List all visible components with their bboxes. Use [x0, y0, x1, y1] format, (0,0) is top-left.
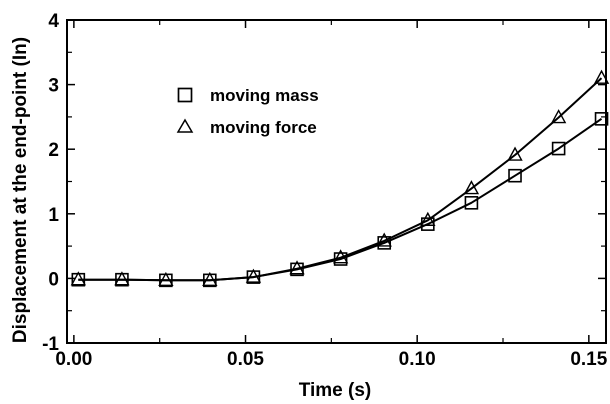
legend-marker-moving-mass: [177, 87, 193, 103]
y-axis: -1 0 1 2 3 4: [42, 11, 606, 355]
data-point-moving-mass: [551, 141, 566, 156]
legend-marker-moving-force: [176, 118, 194, 133]
y-tick-label: 4: [48, 11, 59, 32]
x-axis: 0.00 0.05 0.10 0.15: [55, 20, 608, 370]
x-tick-label: 0.05: [227, 349, 264, 370]
data-point-moving-mass: [508, 168, 522, 183]
data-point-moving-force: [507, 146, 523, 161]
data-point-moving-mass: [594, 112, 609, 126]
y-axis-title: Displacement at the end-point (In): [10, 37, 31, 343]
plot-border: [66, 19, 607, 344]
legend-label-moving-mass: moving mass: [210, 86, 319, 105]
data-point-moving-force: [245, 268, 262, 283]
y-tick-label: 1: [48, 205, 59, 226]
data-point-moving-force: [376, 232, 392, 247]
series-moving-force: [70, 69, 610, 287]
data-point-moving-force: [114, 271, 130, 286]
data-point-moving-force: [420, 211, 436, 226]
y-tick-label: 3: [48, 76, 59, 97]
series-moving-mass: [71, 112, 609, 288]
plot-frame: [66, 19, 607, 344]
data-point-moving-force: [332, 249, 349, 264]
data-point-moving-mass: [464, 196, 479, 210]
series-line-moving-force: [78, 77, 603, 282]
y-tick-label: -1: [42, 334, 59, 355]
series-layer: [70, 69, 610, 288]
y-tick-label: 0: [48, 269, 59, 290]
y-tick-label: 2: [48, 140, 59, 161]
legend: moving mass moving force: [176, 86, 319, 137]
data-point-moving-force: [158, 271, 174, 287]
x-tick-label: 0.15: [570, 349, 607, 370]
x-tick-label: 0.00: [55, 349, 92, 370]
data-point-moving-force: [289, 260, 305, 275]
legend-label-moving-force: moving force: [210, 118, 317, 137]
x-axis-title: Time (s): [299, 380, 372, 401]
data-point-moving-force: [463, 180, 480, 195]
series-line-moving-mass: [78, 117, 603, 282]
x-tick-label: 0.10: [399, 349, 436, 370]
data-point-moving-force: [70, 271, 87, 286]
data-point-moving-force: [550, 109, 567, 124]
data-point-moving-force: [202, 271, 218, 287]
data-point-moving-force: [593, 69, 610, 84]
